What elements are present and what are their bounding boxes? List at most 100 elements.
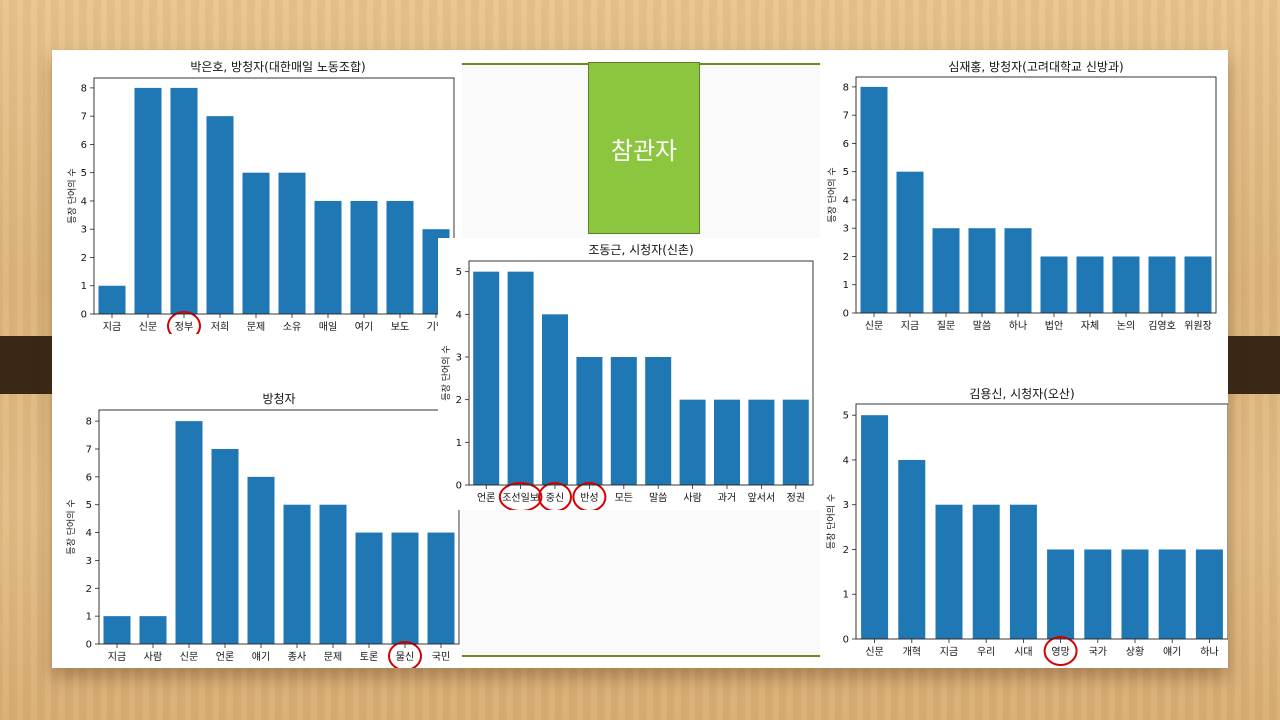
- y-tick-label: 0: [456, 481, 462, 492]
- x-tick-label: 말씀: [973, 320, 991, 332]
- y-tick-label: 7: [843, 111, 849, 122]
- x-tick-label: 문제: [247, 321, 265, 333]
- bar-질문: [932, 228, 960, 313]
- bar-시대: [1009, 504, 1037, 639]
- bar-물신: [391, 532, 419, 644]
- chart-title: 박은호, 방청자(대한매일 노동조합): [190, 60, 365, 74]
- x-tick-label: 국민: [432, 651, 450, 663]
- y-axis-label: 등장 단어의 수: [826, 494, 837, 549]
- chart-title: 김용신, 시청자(오산): [969, 387, 1074, 401]
- x-tick-label: 법안: [1045, 320, 1063, 332]
- axes-frame: [855, 403, 1228, 640]
- bar-신문: [134, 87, 162, 314]
- y-tick-label: 4: [843, 195, 849, 206]
- x-tick-label: 여기: [355, 321, 373, 333]
- y-tick-label: 7: [86, 445, 92, 456]
- bar-하나: [1004, 228, 1032, 313]
- y-tick-label: 1: [86, 612, 92, 623]
- y-tick-label: 2: [456, 395, 462, 406]
- y-tick-label: 3: [456, 353, 462, 364]
- x-tick-label: 국가: [1089, 646, 1107, 658]
- y-tick-label: 1: [456, 438, 462, 449]
- highlight-circle: [167, 311, 201, 334]
- observer-badge-label: 참관자: [610, 136, 678, 165]
- x-tick-label: 매일: [319, 321, 337, 333]
- chart-park: 박은호, 방청자(대한매일 노동조합) 등장 단어의 수 0 1 2 3 4 5 6 7 8 지금 신문…: [62, 52, 460, 334]
- bar-앞서서: [748, 399, 775, 485]
- bar-지금: [103, 616, 131, 644]
- x-tick-label: 영망: [1051, 646, 1069, 658]
- y-tick-label: 1: [843, 280, 849, 291]
- bar-법안: [1040, 256, 1068, 313]
- x-tick-label: 정권: [787, 492, 805, 504]
- y-tick-label: 5: [843, 167, 849, 178]
- bar-정부: [170, 87, 198, 314]
- bar-매일: [314, 200, 342, 314]
- bar-지금: [896, 171, 924, 313]
- bar-우리: [972, 504, 1000, 639]
- chart-audience: 방청자 등장 단어의 수 0 1 2 3 4 5 6 7 8 지금 사람 신문 언론 얘기 종사 문제 토론 물신 국민: [62, 386, 460, 668]
- x-tick-label: 우리: [977, 646, 995, 658]
- y-tick-label: 6: [843, 139, 849, 150]
- x-tick-label: 신문: [180, 651, 198, 663]
- x-tick-label: 조선일보: [502, 492, 539, 504]
- y-tick-label: 0: [86, 640, 92, 651]
- y-tick-label: 2: [843, 252, 849, 263]
- x-tick-label: 모든: [615, 492, 633, 504]
- highlight-circle: [388, 641, 422, 668]
- chart-cho-svg: 조동근, 시청자(신촌) 등장 단어의 수 0 1 2 3 4 5 언론 조선일보 중신 반성 모든 말씀…: [441, 243, 814, 510]
- y-tick-label: 5: [843, 411, 849, 422]
- x-tick-label: 과거: [718, 492, 736, 504]
- y-axis-label: 등장 단어의 수: [67, 168, 78, 223]
- bar-국가: [1084, 549, 1112, 639]
- x-tick-label: 김영호: [1148, 320, 1176, 332]
- y-tick-label: 0: [843, 309, 849, 320]
- x-tick-label: 위원장: [1184, 319, 1212, 332]
- bar-지금: [935, 504, 963, 639]
- x-tick-label: 물신: [396, 651, 414, 663]
- x-tick-label: 정부: [175, 321, 193, 333]
- y-tick-label: 5: [86, 500, 92, 511]
- x-tick-label: 소유: [283, 321, 301, 333]
- x-tick-label: 토론: [360, 651, 378, 663]
- y-tick-label: 2: [86, 584, 92, 595]
- bar-사람: [139, 616, 167, 644]
- y-tick-label: 4: [843, 455, 849, 466]
- bar-논의: [1112, 256, 1140, 313]
- y-tick-label: 7: [81, 112, 87, 123]
- chart-cho: 조동근, 시청자(신촌) 등장 단어의 수 0 1 2 3 4 5 언론 조선일보 중신 반성 모든 말씀…: [438, 238, 820, 510]
- bar-문제: [242, 172, 270, 314]
- bar-반성: [576, 357, 603, 485]
- highlight-circle: [1043, 636, 1078, 666]
- highlight-circle: [498, 482, 543, 510]
- bar-상황: [1121, 549, 1149, 639]
- y-tick-label: 0: [843, 635, 849, 646]
- x-tick-label: 시대: [1014, 646, 1032, 658]
- bar-얘기: [1158, 549, 1186, 639]
- bar-신문: [175, 421, 203, 644]
- y-axis-label: 등장 단어의 수: [66, 499, 77, 554]
- bar-신문: [861, 415, 889, 639]
- y-tick-label: 1: [81, 281, 87, 292]
- x-tick-label: 언론: [216, 651, 234, 663]
- x-tick-label: 신문: [865, 320, 883, 332]
- axes-frame: [468, 260, 814, 486]
- x-tick-label: 지금: [901, 320, 919, 332]
- chart-kim: 김용신, 시청자(오산) 등장 단어의 수 0 1 2 3 4 5 신문 개혁 지금 우리 시대 영망 국가…: [820, 380, 1228, 668]
- chart-shim: 심재홍, 방청자(고려대학교 신방과) 등장 단어의 수 0 1 2 3 4 5 6 7 8 신문 지금…: [822, 52, 1228, 334]
- y-tick-label: 1: [843, 590, 849, 601]
- bar-국민: [427, 532, 455, 644]
- y-tick-label: 4: [81, 196, 87, 207]
- bar-소유: [278, 172, 306, 314]
- x-tick-label: 사람: [683, 491, 701, 504]
- x-tick-label: 신문: [865, 646, 883, 658]
- bar-모든: [610, 357, 637, 485]
- x-tick-label: 사람: [144, 650, 162, 663]
- x-tick-label: 반성: [580, 492, 598, 504]
- bar-하나: [1195, 549, 1223, 639]
- x-tick-label: 논의: [1117, 320, 1135, 332]
- y-tick-label: 8: [843, 82, 849, 93]
- y-tick-label: 5: [81, 168, 87, 179]
- bar-조선일보: [507, 271, 534, 485]
- highlight-circle: [572, 482, 607, 510]
